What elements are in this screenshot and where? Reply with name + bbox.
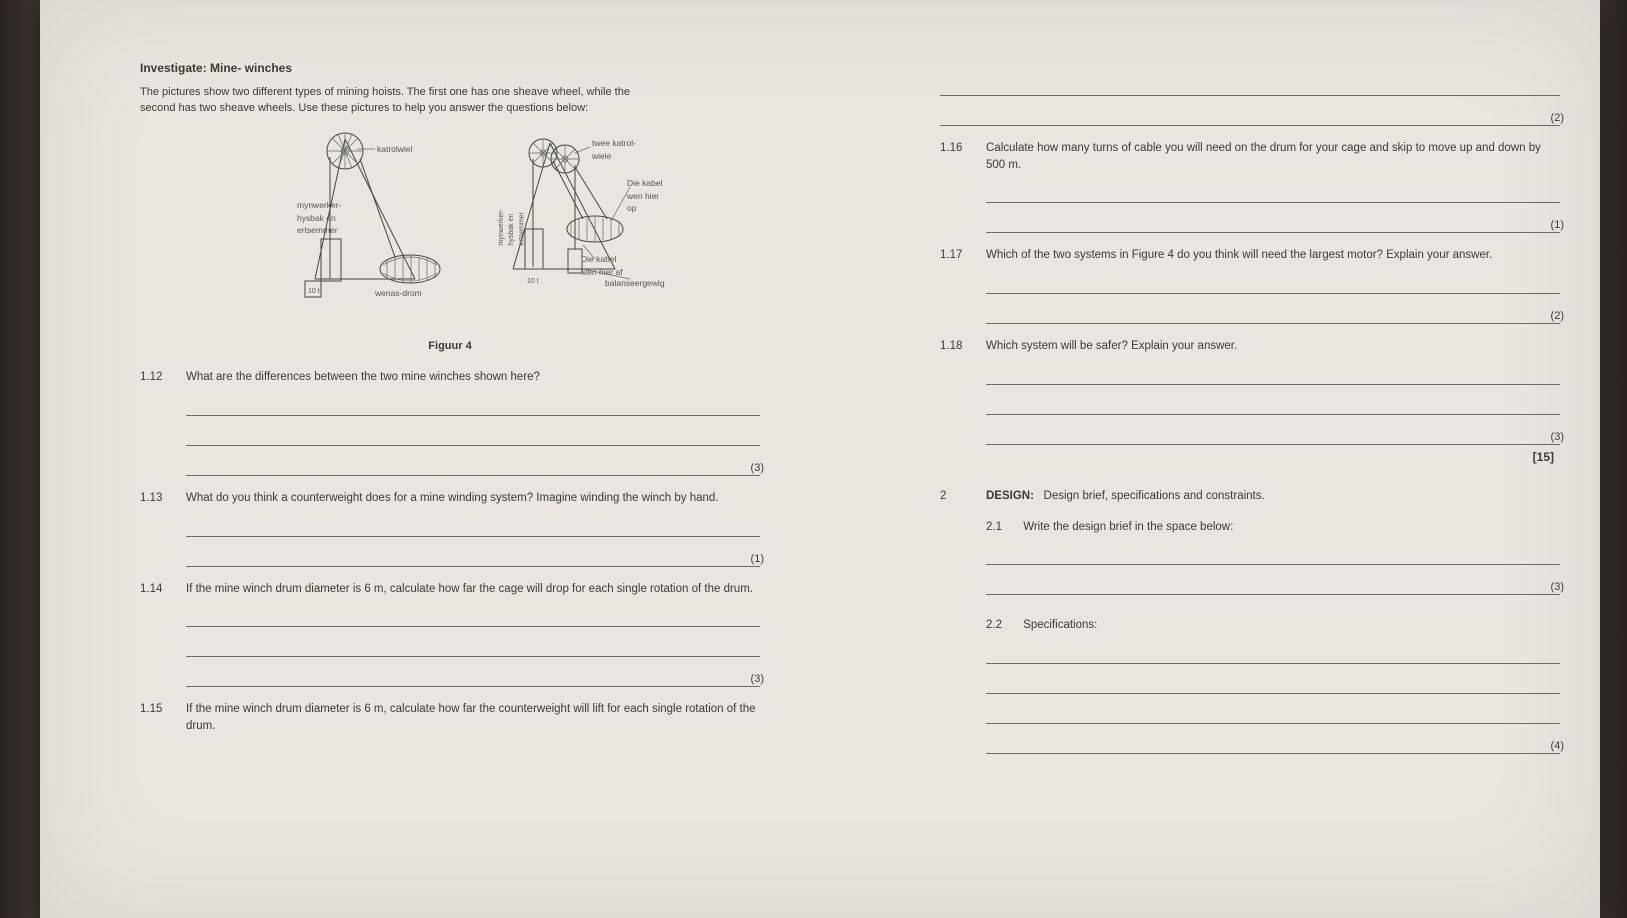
qtext-1-17: Which of the two systems in Figure 4 do … (986, 249, 1492, 261)
answer-line[interactable] (186, 641, 760, 657)
qtext-1-16: Calculate how many turns of cable you wi… (986, 142, 1541, 171)
label-kabel-af: Die kabel wen hier af (581, 253, 623, 278)
qtext-1-15: If the mine winch drum diameter is 6 m, … (186, 703, 756, 732)
svg-text:10 t: 10 t (527, 278, 539, 285)
qnum-1-12: 1.12 (140, 369, 172, 476)
label-wenasdrom: wenas-drom (375, 287, 422, 299)
question-1-17: 1.17 Which of the two systems in Figure … (940, 247, 1560, 324)
answer-line[interactable] (986, 399, 1560, 415)
question-2-2: 2.2 Specifications: (4) (986, 617, 1560, 754)
qtext-1-18: Which system will be safer? Explain your… (986, 340, 1237, 352)
question-1-16: 1.16 Calculate how many turns of cable y… (940, 140, 1560, 233)
svg-text:10 t: 10 t (308, 288, 320, 295)
answer-line[interactable] (986, 549, 1560, 565)
answer-line[interactable]: (1) (986, 217, 1560, 233)
qtext-1-14: If the mine winch drum diameter is 6 m, … (186, 583, 753, 595)
answer-line[interactable] (186, 430, 760, 446)
answer-line[interactable] (940, 80, 1560, 96)
qnum-1-14: 1.14 (140, 581, 172, 688)
answer-line[interactable] (986, 648, 1560, 664)
answer-line[interactable]: (3) (986, 579, 1560, 595)
qnum-2-1: 2.1 (986, 519, 1020, 536)
marks-1-12: (3) (751, 461, 764, 477)
sec2-tail: Design brief, specifications and constra… (1044, 490, 1265, 502)
intro-text: The pictures show two different types of… (140, 85, 660, 117)
figure-4-diagram: 10 t 10 t (235, 129, 665, 329)
answer-line[interactable]: (2) (940, 110, 1560, 126)
answer-line[interactable]: (3) (186, 671, 760, 687)
question-1-12: 1.12 What are the differences between th… (140, 369, 760, 476)
answer-line[interactable] (986, 708, 1560, 724)
label-kabel-op: Die kabel wen hier op (627, 177, 662, 214)
sec2-num: 2 (940, 488, 972, 505)
label-balanseergewig: balanseergewig (605, 277, 665, 289)
question-2-1: 2.1 Write the design brief in the space … (986, 519, 1560, 596)
answer-line[interactable] (186, 521, 760, 537)
answer-line[interactable] (986, 678, 1560, 694)
question-1-13: 1.13 What do you think a counterweight d… (140, 490, 760, 567)
qtext-2-1: Write the design brief in the space belo… (1023, 521, 1233, 533)
investigate-title: Investigate: Mine- winches (140, 60, 760, 77)
qnum-1-16: 1.16 (940, 140, 972, 233)
marks-1-17: (2) (1551, 309, 1564, 325)
worksheet-paper: Investigate: Mine- winches The pictures … (40, 0, 1600, 918)
marks-1-16: (1) (1551, 218, 1564, 234)
right-column: (2) 1.16 Calculate how many turns of cab… (940, 60, 1560, 888)
marks-2-2: (4) (1551, 739, 1564, 755)
qnum-1-13: 1.13 (140, 490, 172, 567)
qtext-1-13: What do you think a counterweight does f… (186, 492, 719, 504)
section-2-heading: 2 DESIGN: Design brief, specifications a… (940, 488, 1560, 505)
marks-2-1: (3) (1551, 580, 1564, 596)
answer-line[interactable]: (3) (986, 429, 1560, 445)
answer-line[interactable] (986, 369, 1560, 385)
figure-caption: Figuur 4 (140, 339, 760, 355)
answer-line[interactable]: (3) (186, 460, 760, 476)
answer-line[interactable] (186, 611, 760, 627)
section-total: [15] (940, 449, 1560, 466)
label-side-vertical: mynwerker- hysbak en ertsemmer (497, 209, 527, 246)
sec2-title: DESIGN: (986, 490, 1034, 502)
question-1-18: 1.18 Which system will be safer? Explain… (940, 338, 1560, 445)
marks-1-14: (3) (751, 672, 764, 688)
qtext-1-12: What are the differences between the two… (186, 371, 540, 383)
answer-line[interactable]: (1) (186, 551, 760, 567)
qnum-2-2: 2.2 (986, 617, 1020, 634)
question-1-15: 1.15 If the mine winch drum diameter is … (140, 701, 760, 734)
answer-line[interactable]: (4) (986, 738, 1560, 754)
answer-line[interactable]: (2) (986, 308, 1560, 324)
qtext-2-2: Specifications: (1023, 619, 1097, 631)
marks-top: (2) (1551, 111, 1564, 127)
label-twee-katrolwiele: twee katrol- wiele (592, 137, 636, 162)
label-katrolwiel: katrolwiel (377, 143, 412, 155)
qnum-1-17: 1.17 (940, 247, 972, 324)
marks-1-13: (1) (751, 552, 764, 568)
left-column: Investigate: Mine- winches The pictures … (140, 60, 760, 888)
marks-1-18: (3) (1551, 430, 1564, 446)
label-mynwerker: mynwerker- hysbak en ertsemmer (297, 199, 341, 236)
qnum-1-15: 1.15 (140, 701, 172, 734)
question-1-14: 1.14 If the mine winch drum diameter is … (140, 581, 760, 688)
qnum-1-18: 1.18 (940, 338, 972, 445)
answer-line[interactable] (186, 400, 760, 416)
answer-line[interactable] (986, 278, 1560, 294)
answer-line[interactable] (986, 187, 1560, 203)
